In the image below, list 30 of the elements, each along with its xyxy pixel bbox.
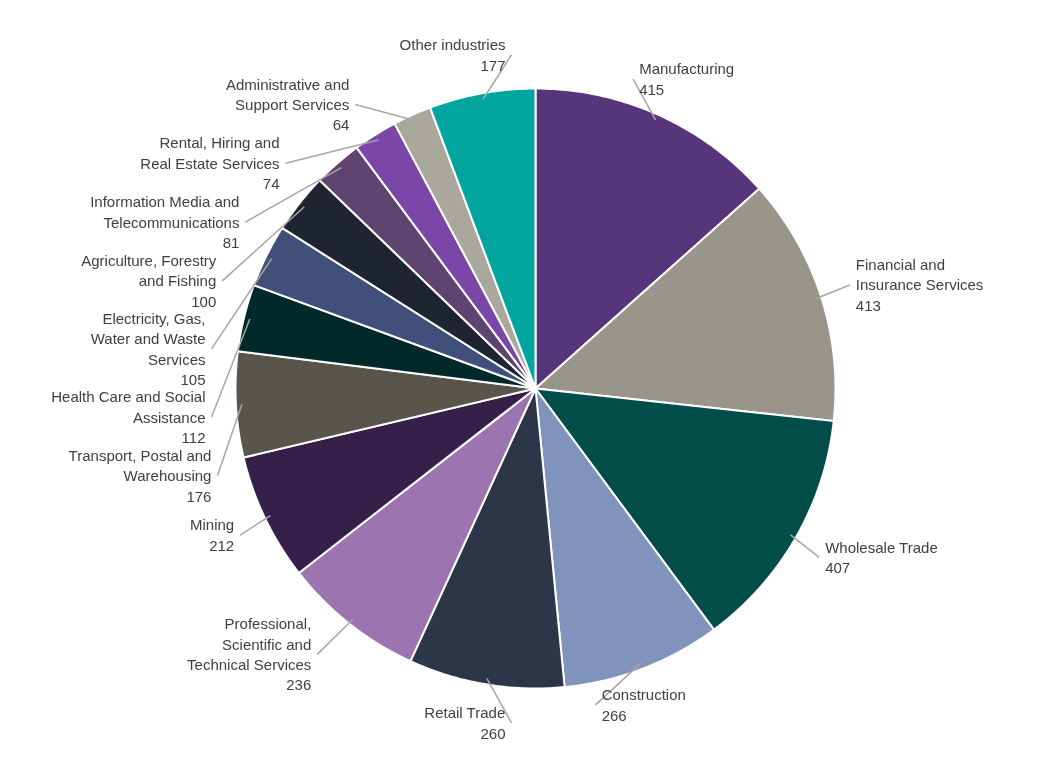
data-label: 236 xyxy=(286,676,312,694)
data-label: 81 xyxy=(222,233,240,251)
slice-label: Construction xyxy=(601,686,686,704)
data-label: 407 xyxy=(825,559,851,576)
data-label: 105 xyxy=(180,371,206,389)
slice-label: Transport, Postal and Warehousing xyxy=(68,446,212,485)
slice-label: Retail Trade xyxy=(424,704,506,722)
slice-label: Health Care and Social Assistance xyxy=(51,388,206,426)
data-label: 64 xyxy=(332,116,350,134)
slice-label: Administrative and Support Services xyxy=(225,75,350,113)
data-label: 260 xyxy=(480,724,506,742)
data-label: 266 xyxy=(601,706,627,724)
slice-label: Electricity, Gas, Water and Waste Services xyxy=(90,309,206,368)
data-label: 100 xyxy=(191,292,217,310)
slice-label: Professional, Scientific and Technical Services xyxy=(187,615,312,674)
slice-label: Financial and Insurance Services xyxy=(855,256,984,294)
data-label: 74 xyxy=(262,175,280,193)
slice-label: Agriculture, Forestry and Fishing xyxy=(81,251,217,290)
slice-label: Information Media and Telecommunications xyxy=(90,193,240,231)
data-label: 413 xyxy=(855,296,881,314)
slice-label: Mining xyxy=(189,516,235,534)
data-label: 112 xyxy=(181,428,206,446)
data-label: 177 xyxy=(480,56,506,74)
slice-label: Other industries xyxy=(399,36,506,54)
data-label: 176 xyxy=(186,487,212,505)
data-label: 415 xyxy=(639,80,665,98)
slice-label: Manufacturing xyxy=(639,60,735,78)
data-label: 212 xyxy=(209,536,235,554)
slice-label: Rental, Hiring and Real Estate Services xyxy=(140,134,280,172)
slice-label: Wholesale Trade xyxy=(825,538,938,556)
